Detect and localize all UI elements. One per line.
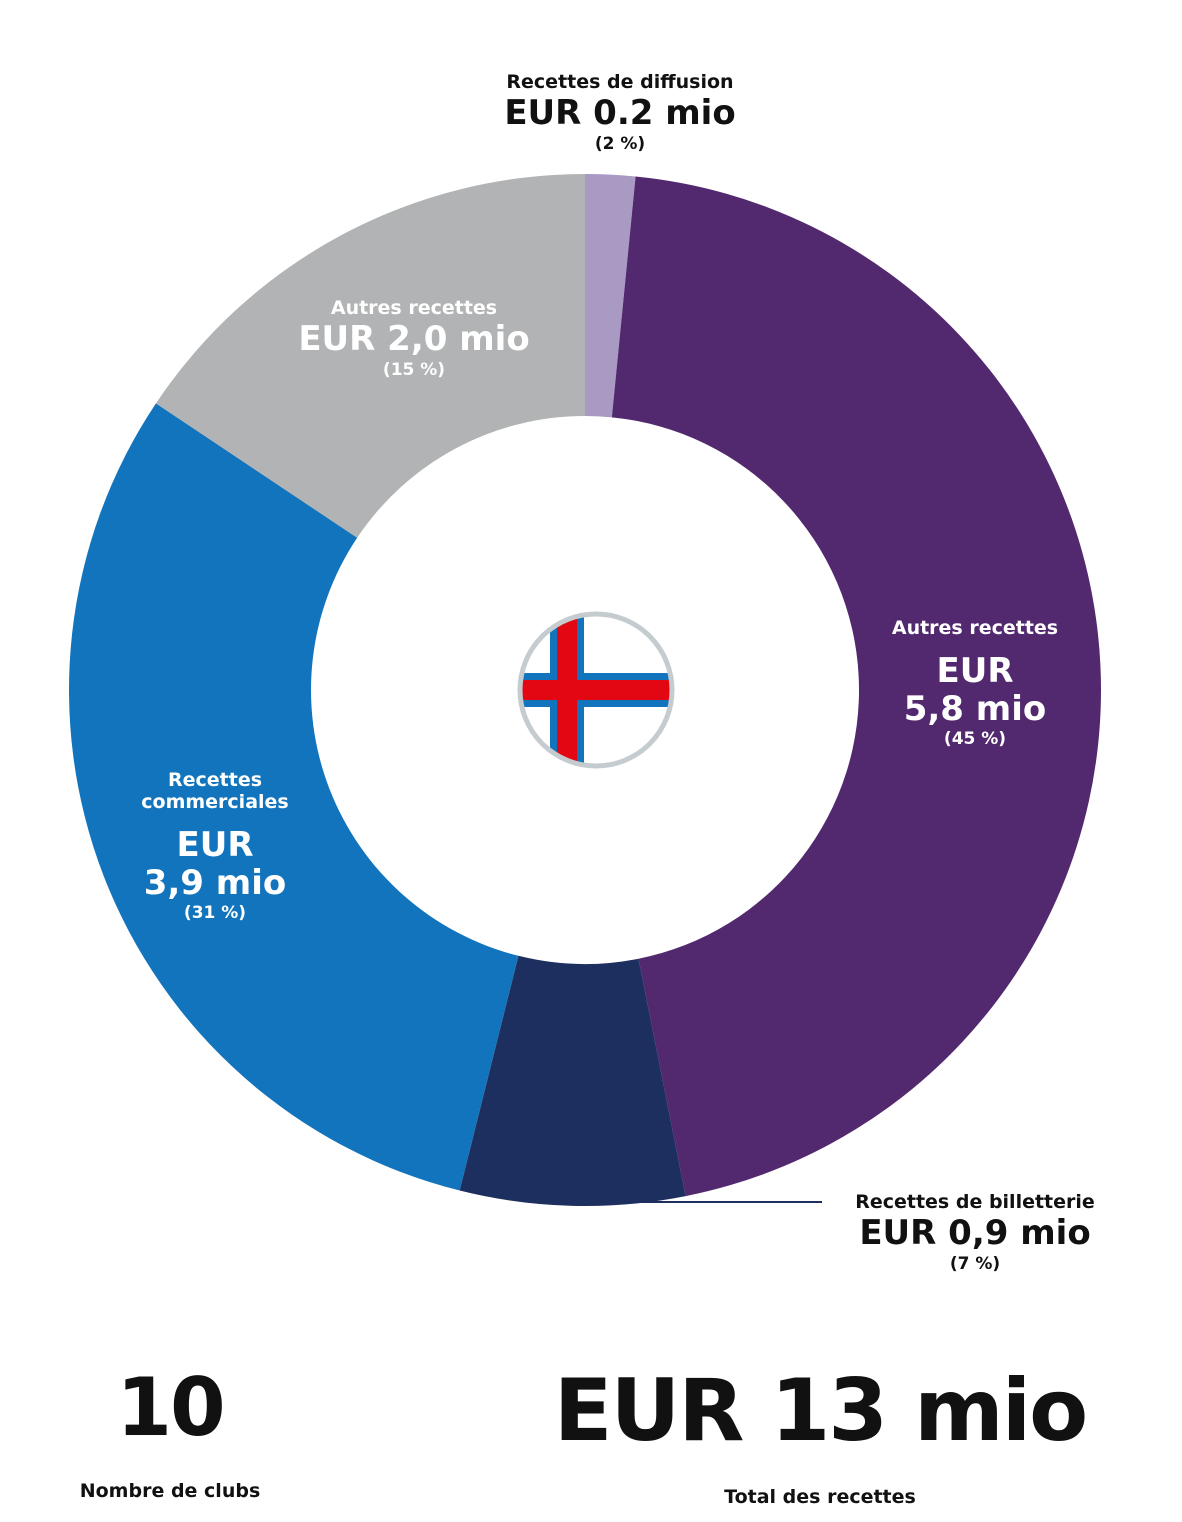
label-autres-recettes-gray: Autres recettes EUR 2,0 mio (15 %) <box>254 297 574 380</box>
total-caption: Total des recettes <box>724 1486 916 1508</box>
faroe-islands-flag-icon <box>517 611 675 769</box>
flag-ring <box>517 611 675 769</box>
slice-value: EUR 0.2 mio <box>504 92 736 133</box>
slice-value-line-2: 3,9 mio <box>143 862 287 903</box>
label-recettes-billetterie: Recettes de billetterie EUR 0,9 mio (7 %… <box>810 1191 1140 1274</box>
donut-slice-recettes-de-diffusion-0 <box>585 174 636 418</box>
total-value: EUR 13 mio <box>553 1361 1089 1461</box>
donut-slice-recettes-de-billetterie-2 <box>459 955 686 1206</box>
clubs-caption: Nombre de clubs <box>79 1480 261 1502</box>
slice-value-line-1: EUR <box>936 650 1014 691</box>
slice-value: EUR 2,0 mio <box>298 318 530 359</box>
slice-value: EUR 0,9 mio <box>859 1212 1091 1253</box>
donut-slice-autres-recettes-4 <box>155 174 586 538</box>
donut-slice-autres-recettes-1 <box>611 176 1101 1197</box>
slice-name: Autres recettes <box>330 297 498 319</box>
slice-percent: (45 %) <box>943 729 1007 749</box>
slice-value-line-2: 5,8 mio <box>903 688 1047 729</box>
slice-percent: (15 %) <box>382 359 446 380</box>
slice-value-line-1: EUR <box>176 824 254 865</box>
slice-percent: (31 %) <box>183 902 247 923</box>
slice-name-line-2: commerciales <box>141 790 289 813</box>
slice-name: Recettes de billetterie <box>855 1191 1095 1213</box>
donut-slice-recettes-commerciales-3 <box>69 403 519 1191</box>
slice-name: Autres recettes <box>891 617 1059 639</box>
label-recettes-diffusion: Recettes de diffusion EUR 0.2 mio (2 %) <box>440 71 800 154</box>
label-recettes-commerciales: Recettes commerciales EUR 3,9 mio (31 %) <box>80 769 350 923</box>
slice-name: Recettes de diffusion <box>506 71 734 93</box>
clubs-value: 10 <box>116 1361 225 1454</box>
slice-percent: (2 %) <box>594 133 646 154</box>
stat-number-of-clubs: 10 Nombre de clubs <box>60 1361 280 1503</box>
slice-name-line-1: Recettes <box>167 769 263 791</box>
donut-slices <box>69 174 1101 1206</box>
flag-cross-horizontal <box>520 680 672 700</box>
slice-percent: (7 %) <box>949 1253 1001 1274</box>
stat-total-revenue: EUR 13 mio Total des recettes <box>530 1368 1110 1508</box>
label-autres-recettes-purple: Autres recettes EUR 5,8 mio (45 %) <box>835 617 1115 750</box>
